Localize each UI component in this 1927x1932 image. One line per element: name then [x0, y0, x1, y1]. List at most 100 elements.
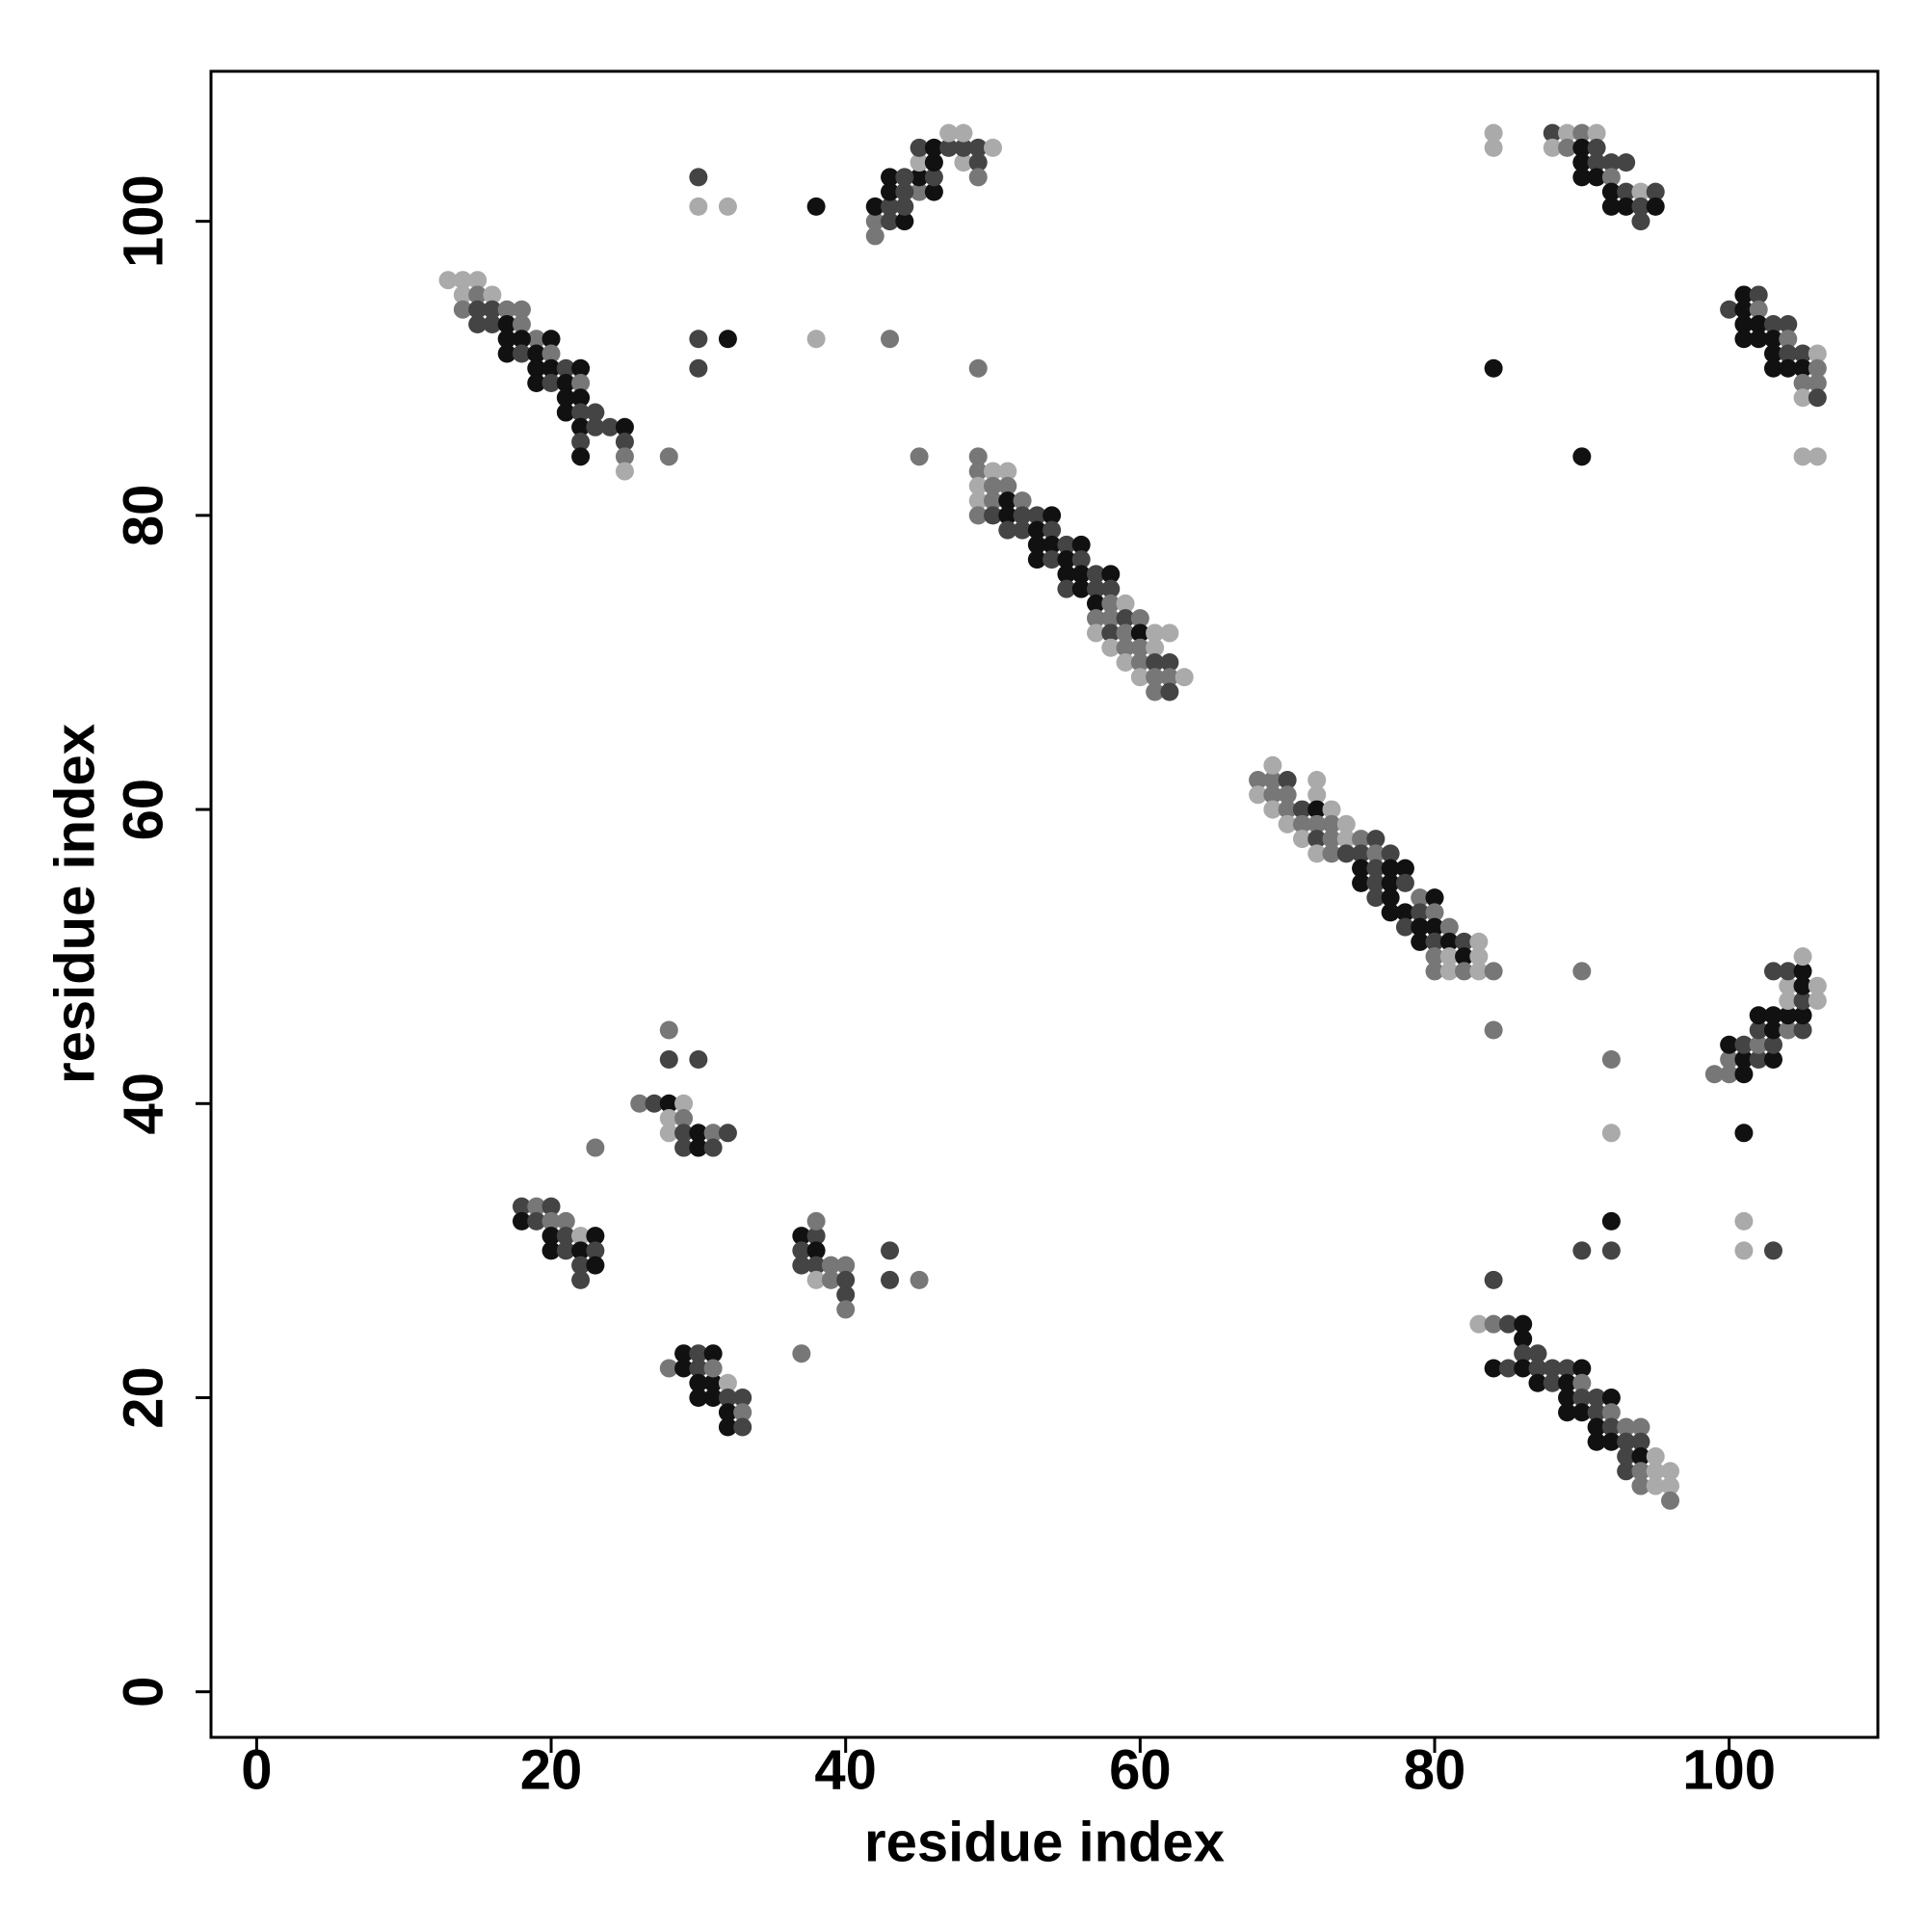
point	[1086, 565, 1105, 584]
point	[541, 1227, 561, 1246]
point	[1469, 947, 1489, 966]
point	[1352, 859, 1371, 878]
point	[1043, 520, 1062, 540]
point	[1779, 330, 1798, 349]
point	[1720, 1035, 1739, 1054]
point	[910, 168, 929, 187]
point	[1352, 873, 1371, 892]
point	[968, 447, 988, 466]
point	[1057, 565, 1076, 584]
point	[1646, 182, 1665, 201]
point	[615, 462, 634, 481]
point	[1439, 947, 1459, 966]
point	[541, 1211, 561, 1231]
point	[1411, 932, 1430, 951]
point	[806, 197, 826, 216]
point	[1749, 300, 1768, 319]
point	[718, 1388, 737, 1407]
point	[1808, 388, 1827, 408]
point	[1543, 123, 1562, 143]
point	[1779, 1006, 1798, 1025]
point	[1763, 1035, 1782, 1054]
point	[1631, 1417, 1650, 1437]
point	[1101, 609, 1121, 628]
point	[1116, 609, 1135, 628]
point	[586, 1227, 605, 1246]
point	[968, 506, 988, 525]
point	[468, 271, 488, 290]
point	[998, 476, 1017, 495]
point	[865, 197, 884, 216]
point	[1249, 785, 1268, 805]
point	[674, 1138, 694, 1157]
x-axis-label: residue index	[864, 1811, 1225, 1873]
point	[1617, 1417, 1636, 1437]
point	[1617, 153, 1636, 172]
point	[910, 1270, 929, 1289]
point	[1749, 285, 1768, 304]
point	[718, 197, 737, 216]
point	[865, 226, 884, 246]
point	[968, 462, 988, 481]
point	[1130, 652, 1149, 672]
point	[1779, 314, 1798, 333]
point	[689, 330, 708, 349]
point	[1572, 1373, 1592, 1392]
point	[571, 1241, 591, 1260]
point	[1587, 168, 1606, 187]
point	[586, 403, 605, 422]
point	[512, 1211, 531, 1231]
point	[1720, 1065, 1739, 1084]
point	[497, 300, 516, 319]
point	[968, 138, 988, 157]
point	[1484, 1314, 1503, 1334]
point	[689, 1359, 708, 1378]
point	[556, 358, 575, 378]
point	[541, 330, 561, 349]
point	[1130, 668, 1149, 687]
point	[1661, 1476, 1680, 1495]
point	[1439, 917, 1459, 937]
point	[1027, 535, 1046, 554]
point	[1646, 197, 1665, 216]
point	[1278, 814, 1297, 834]
point	[1793, 358, 1812, 378]
point	[792, 1227, 811, 1246]
point	[1439, 932, 1459, 951]
point	[1601, 1403, 1621, 1422]
point	[733, 1388, 752, 1407]
point	[468, 314, 488, 333]
point	[1425, 932, 1444, 951]
point	[1779, 358, 1798, 378]
point	[895, 197, 914, 216]
point	[703, 1138, 723, 1157]
point	[718, 330, 737, 349]
point	[1543, 1359, 1562, 1378]
point	[1101, 579, 1121, 598]
point	[924, 168, 943, 187]
point	[556, 388, 575, 408]
point	[497, 344, 516, 363]
point	[1322, 844, 1341, 863]
point	[1146, 638, 1165, 657]
point	[1116, 638, 1135, 657]
point	[1381, 844, 1400, 863]
point	[1498, 1314, 1518, 1334]
point	[1808, 976, 1827, 995]
point	[1808, 374, 1827, 393]
point	[1572, 1403, 1592, 1422]
point	[1278, 800, 1297, 819]
point	[910, 447, 929, 466]
point	[1425, 903, 1444, 922]
point	[1587, 1432, 1606, 1451]
point	[1734, 330, 1754, 349]
point	[1336, 830, 1356, 849]
point	[645, 1094, 664, 1113]
point	[1484, 138, 1503, 157]
point	[527, 344, 546, 363]
point	[689, 1388, 708, 1407]
point	[1734, 1124, 1754, 1143]
point	[1572, 138, 1592, 157]
point	[689, 1138, 708, 1157]
x-tick-label: 100	[1682, 1738, 1776, 1801]
